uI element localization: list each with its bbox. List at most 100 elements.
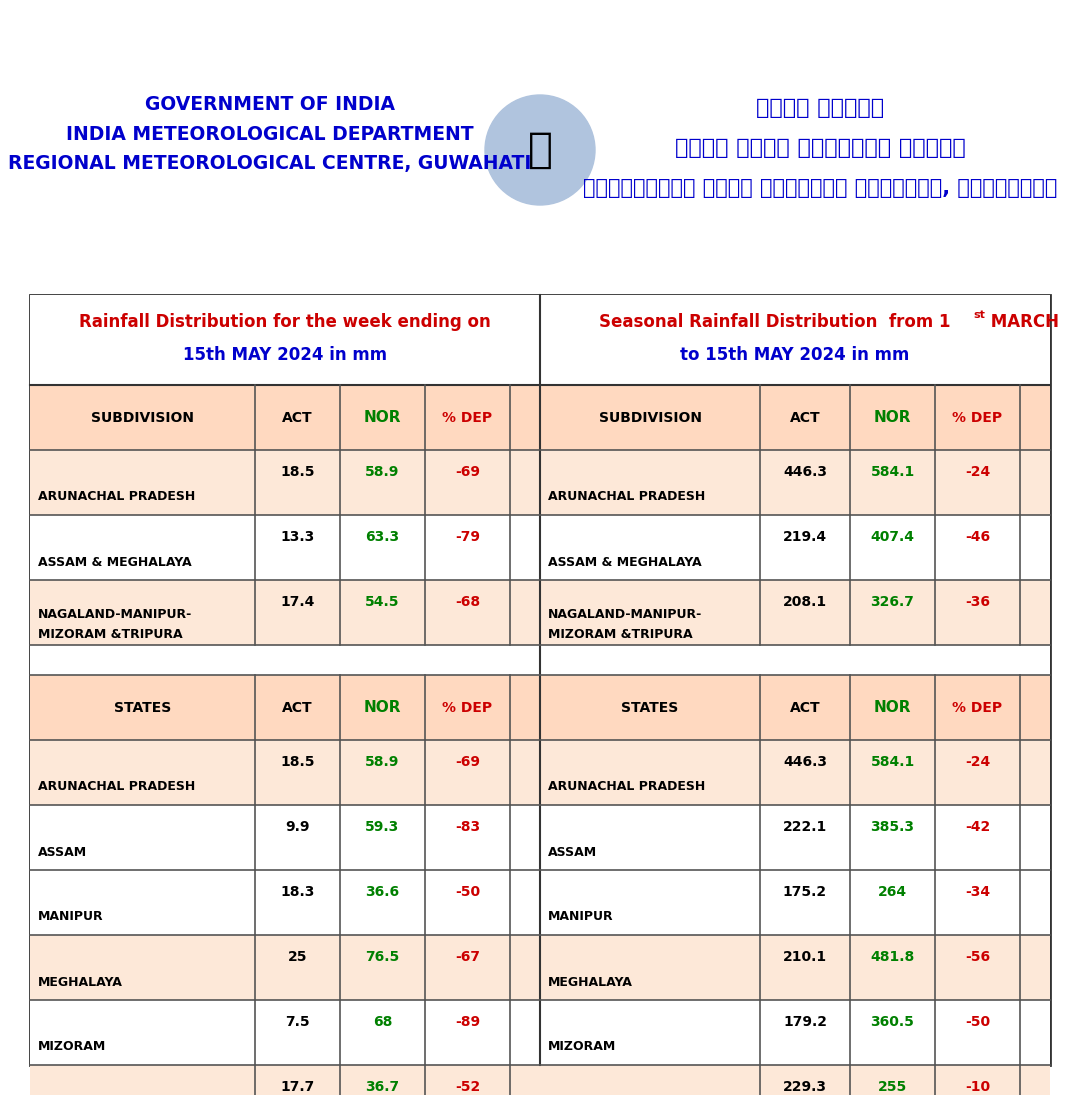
Text: 407.4: 407.4 bbox=[870, 530, 915, 544]
FancyBboxPatch shape bbox=[30, 515, 540, 580]
Text: 255: 255 bbox=[878, 1080, 907, 1094]
Text: 385.3: 385.3 bbox=[870, 820, 915, 834]
FancyBboxPatch shape bbox=[30, 645, 1050, 675]
Text: क्षेत्रीय मौसम विज्ञान केन्द्र, गुवाहाटी: क्षेत्रीय मौसम विज्ञान केन्द्र, गुवाहाटी bbox=[583, 178, 1057, 198]
Text: 58.9: 58.9 bbox=[365, 754, 400, 769]
Text: -34: -34 bbox=[964, 885, 990, 899]
FancyBboxPatch shape bbox=[30, 871, 540, 935]
Text: 360.5: 360.5 bbox=[870, 1015, 915, 1029]
Text: -79: -79 bbox=[455, 530, 480, 544]
Text: ASSAM & MEGHALAYA: ASSAM & MEGHALAYA bbox=[38, 555, 191, 568]
Text: 179.2: 179.2 bbox=[783, 1015, 827, 1029]
Text: SUBDIVISION: SUBDIVISION bbox=[598, 411, 702, 425]
Text: 36.7: 36.7 bbox=[365, 1080, 400, 1094]
Text: -46: -46 bbox=[964, 530, 990, 544]
Text: REGIONAL METEOROLOGICAL CENTRE, GUWAHATI: REGIONAL METEOROLOGICAL CENTRE, GUWAHATI bbox=[9, 153, 531, 173]
Text: 18.5: 18.5 bbox=[280, 465, 314, 479]
Text: -89: -89 bbox=[455, 1015, 481, 1029]
FancyBboxPatch shape bbox=[540, 935, 1050, 1000]
FancyBboxPatch shape bbox=[540, 580, 1050, 645]
Text: 219.4: 219.4 bbox=[783, 530, 827, 544]
Text: ARUNACHAL PRADESH: ARUNACHAL PRADESH bbox=[548, 491, 705, 504]
Text: ACT: ACT bbox=[789, 411, 821, 425]
Text: 18.3: 18.3 bbox=[281, 885, 314, 899]
Text: भारत मौसम विज्ञान विभाग: भारत मौसम विज्ञान विभाग bbox=[675, 138, 966, 158]
Text: -10: -10 bbox=[964, 1080, 990, 1094]
Text: -42: -42 bbox=[964, 820, 990, 834]
FancyBboxPatch shape bbox=[30, 805, 540, 871]
Text: -50: -50 bbox=[455, 885, 481, 899]
Text: ARUNACHAL PRADESH: ARUNACHAL PRADESH bbox=[38, 781, 195, 794]
Text: -36: -36 bbox=[966, 595, 990, 609]
Text: 🏛: 🏛 bbox=[527, 129, 553, 171]
Text: ASSAM: ASSAM bbox=[38, 845, 87, 858]
Text: MANIPUR: MANIPUR bbox=[38, 911, 104, 923]
Text: MIZORAM: MIZORAM bbox=[548, 1040, 617, 1053]
FancyBboxPatch shape bbox=[540, 515, 1050, 580]
Text: 9.9: 9.9 bbox=[285, 820, 310, 834]
FancyBboxPatch shape bbox=[30, 450, 540, 515]
Text: MEGHALAYA: MEGHALAYA bbox=[548, 976, 633, 989]
Text: 7.5: 7.5 bbox=[285, 1015, 310, 1029]
Text: 584.1: 584.1 bbox=[870, 465, 915, 479]
Text: 15th MAY 2024 in mm: 15th MAY 2024 in mm bbox=[183, 346, 387, 364]
Text: NAGALAND-MANIPUR-: NAGALAND-MANIPUR- bbox=[548, 609, 702, 622]
Text: -68: -68 bbox=[455, 595, 481, 609]
FancyBboxPatch shape bbox=[30, 675, 540, 740]
FancyBboxPatch shape bbox=[540, 385, 1050, 450]
Text: 54.5: 54.5 bbox=[365, 595, 400, 609]
Text: -24: -24 bbox=[964, 754, 990, 769]
Circle shape bbox=[485, 95, 595, 205]
Text: NOR: NOR bbox=[874, 410, 912, 425]
Text: ACT: ACT bbox=[789, 701, 821, 715]
FancyBboxPatch shape bbox=[540, 805, 1050, 871]
Text: -52: -52 bbox=[455, 1080, 481, 1094]
FancyBboxPatch shape bbox=[30, 740, 540, 805]
Text: ACT: ACT bbox=[282, 411, 313, 425]
FancyBboxPatch shape bbox=[540, 740, 1050, 805]
Text: % DEP: % DEP bbox=[953, 411, 1002, 425]
Text: GOVERNMENT OF INDIA: GOVERNMENT OF INDIA bbox=[145, 95, 395, 115]
Text: % DEP: % DEP bbox=[443, 701, 492, 715]
Text: -69: -69 bbox=[455, 465, 480, 479]
Text: Rainfall Distribution for the week ending on: Rainfall Distribution for the week endin… bbox=[79, 313, 491, 331]
Text: 481.8: 481.8 bbox=[870, 950, 915, 964]
Text: 17.4: 17.4 bbox=[281, 595, 314, 609]
Text: -50: -50 bbox=[964, 1015, 990, 1029]
Text: भारत सरकार: भारत सरकार bbox=[756, 97, 885, 118]
Text: 59.3: 59.3 bbox=[365, 820, 400, 834]
Text: 210.1: 210.1 bbox=[783, 950, 827, 964]
FancyBboxPatch shape bbox=[540, 450, 1050, 515]
FancyBboxPatch shape bbox=[30, 385, 540, 450]
Text: 446.3: 446.3 bbox=[783, 754, 827, 769]
Text: MIZORAM &TRIPURA: MIZORAM &TRIPURA bbox=[38, 629, 183, 642]
FancyBboxPatch shape bbox=[30, 1000, 540, 1065]
Text: MIZORAM &TRIPURA: MIZORAM &TRIPURA bbox=[548, 629, 692, 642]
Text: 584.1: 584.1 bbox=[870, 754, 915, 769]
Text: NOR: NOR bbox=[364, 410, 402, 425]
Text: ASSAM & MEGHALAYA: ASSAM & MEGHALAYA bbox=[548, 555, 702, 568]
Text: MIZORAM: MIZORAM bbox=[38, 1040, 106, 1053]
Text: 229.3: 229.3 bbox=[783, 1080, 827, 1094]
Text: 63.3: 63.3 bbox=[365, 530, 400, 544]
Text: 222.1: 222.1 bbox=[783, 820, 827, 834]
Text: NOR: NOR bbox=[874, 700, 912, 715]
Text: 17.7: 17.7 bbox=[281, 1080, 314, 1094]
Text: % DEP: % DEP bbox=[443, 411, 492, 425]
FancyBboxPatch shape bbox=[30, 1065, 540, 1095]
Text: 36.6: 36.6 bbox=[365, 885, 400, 899]
Text: -83: -83 bbox=[455, 820, 481, 834]
Text: -69: -69 bbox=[455, 754, 480, 769]
FancyBboxPatch shape bbox=[30, 295, 1050, 385]
FancyBboxPatch shape bbox=[540, 1000, 1050, 1065]
FancyBboxPatch shape bbox=[30, 580, 540, 645]
Text: 13.3: 13.3 bbox=[281, 530, 314, 544]
Text: ARUNACHAL PRADESH: ARUNACHAL PRADESH bbox=[548, 781, 705, 794]
Text: MEGHALAYA: MEGHALAYA bbox=[38, 976, 123, 989]
Text: 326.7: 326.7 bbox=[870, 595, 915, 609]
Text: Seasonal Rainfall Distribution  from 1: Seasonal Rainfall Distribution from 1 bbox=[599, 313, 950, 331]
Text: MARCH: MARCH bbox=[985, 313, 1059, 331]
FancyBboxPatch shape bbox=[540, 675, 1050, 740]
Text: -24: -24 bbox=[964, 465, 990, 479]
Text: to 15th MAY 2024 in mm: to 15th MAY 2024 in mm bbox=[680, 346, 909, 364]
